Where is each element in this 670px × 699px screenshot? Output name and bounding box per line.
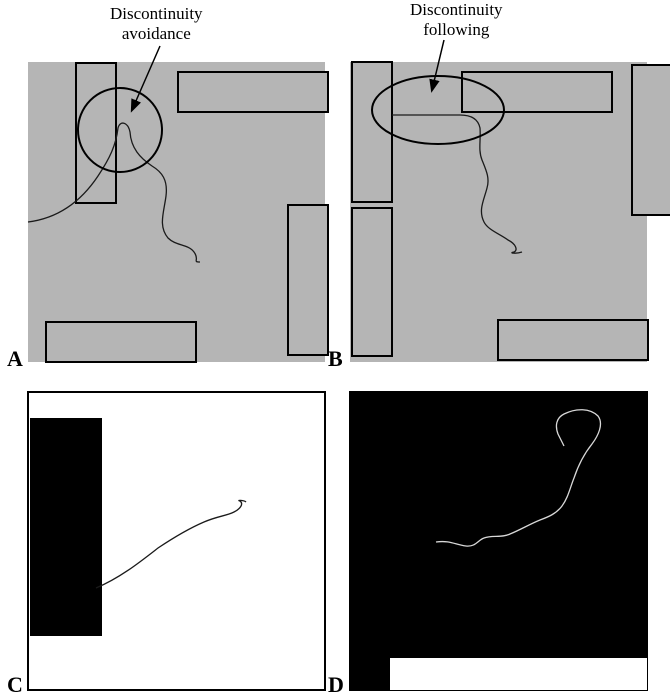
panel-label-d-text: D [328,672,344,697]
panel-d-bg [350,392,647,690]
figure-container: Discontinuity avoidance Discontinuity fo… [0,0,670,699]
annotation-following-l1: Discontinuity [410,0,503,19]
obstacle-rect [462,72,612,112]
panel-label-c-text: C [7,672,23,697]
panel-label-d: D [328,672,344,698]
annotation-avoidance: Discontinuity avoidance [110,4,203,43]
panel-a [28,62,328,362]
obstacle-rect [178,72,328,112]
annotation-following: Discontinuity following [410,0,503,39]
panel-c-obstacles [30,418,102,636]
obstacle-rect [632,65,670,215]
obstacle-rect [30,418,102,636]
obstacle-rect [390,658,647,690]
obstacle-rect [76,63,116,203]
obstacle-rect [352,208,392,356]
obstacle-rect [350,658,388,690]
panel-b [350,62,670,362]
obstacle-rect [498,320,648,360]
panel-d-obstacles [350,658,647,690]
annotation-following-l2: following [423,20,489,39]
panel-c [28,392,325,690]
panel-label-a-text: A [7,346,23,371]
obstacle-rect [46,322,196,362]
obstacle-rect [288,205,328,355]
annotation-avoidance-l1: Discontinuity [110,4,203,23]
panel-label-b-text: B [328,346,343,371]
annotation-avoidance-l2: avoidance [122,24,191,43]
panel-label-b: B [328,346,343,372]
panel-label-a: A [7,346,23,372]
panel-label-c: C [7,672,23,698]
panel-d [350,392,647,690]
